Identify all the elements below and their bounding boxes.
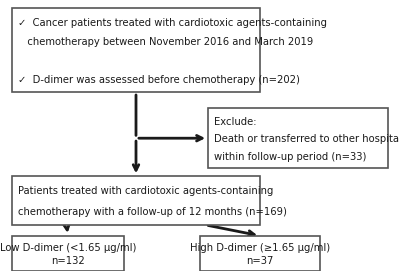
Text: within follow-up period (n=33): within follow-up period (n=33) bbox=[214, 152, 366, 162]
Text: Patients treated with cardiotoxic agents-containing: Patients treated with cardiotoxic agents… bbox=[18, 186, 273, 196]
Text: High D-dimer (≥1.65 μg/ml): High D-dimer (≥1.65 μg/ml) bbox=[190, 243, 330, 253]
FancyBboxPatch shape bbox=[12, 176, 260, 225]
Text: Exclude:: Exclude: bbox=[214, 117, 256, 127]
FancyBboxPatch shape bbox=[12, 236, 124, 271]
Text: chemotherapy between November 2016 and March 2019: chemotherapy between November 2016 and M… bbox=[18, 37, 313, 47]
Text: ✓  Cancer patients treated with cardiotoxic agents-containing: ✓ Cancer patients treated with cardiotox… bbox=[18, 18, 327, 28]
Text: chemotherapy with a follow-up of 12 months (n=169): chemotherapy with a follow-up of 12 mont… bbox=[18, 207, 286, 217]
Text: n=37: n=37 bbox=[246, 256, 274, 266]
Text: Death or transferred to other hospitals: Death or transferred to other hospitals bbox=[214, 134, 400, 144]
Text: Low D-dimer (<1.65 μg/ml): Low D-dimer (<1.65 μg/ml) bbox=[0, 243, 136, 253]
Text: ✓  D-dimer was assessed before chemotherapy (n=202): ✓ D-dimer was assessed before chemothera… bbox=[18, 75, 300, 85]
FancyBboxPatch shape bbox=[200, 236, 320, 271]
Text: n=132: n=132 bbox=[51, 256, 85, 266]
FancyBboxPatch shape bbox=[12, 8, 260, 92]
FancyBboxPatch shape bbox=[208, 108, 388, 168]
